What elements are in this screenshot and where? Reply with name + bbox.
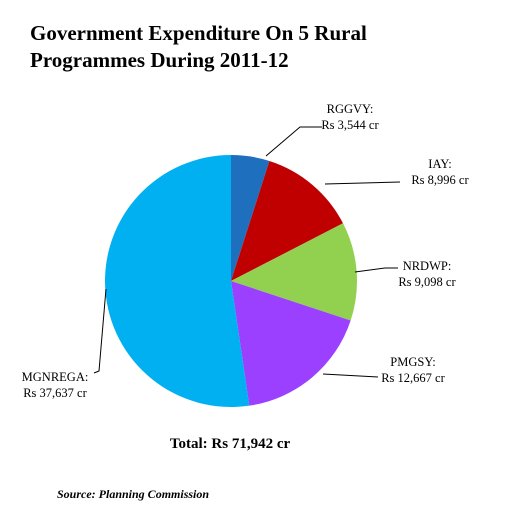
slice-value-nrdwp: Rs 9,098 cr bbox=[398, 275, 456, 289]
leader-line-pmgsy bbox=[322, 373, 379, 378]
total-label: Total: Rs 71,942 cr bbox=[169, 436, 291, 452]
slice-name-pmgsy: PMGSY: bbox=[390, 355, 435, 369]
chart-title: Government Expenditure On 5 Rural Progra… bbox=[30, 20, 490, 74]
slice-value-iay: Rs 8,996 cr bbox=[411, 173, 469, 187]
pie-slice-iay bbox=[231, 160, 344, 281]
leader-line-mgnrega bbox=[93, 288, 107, 374]
leader-line-nrdwp bbox=[354, 267, 398, 273]
source-label: Source: Planning Commission bbox=[57, 487, 210, 501]
slice-name-iay: IAY: bbox=[428, 157, 451, 171]
pie-slice-nrdwp bbox=[231, 223, 357, 321]
slice-name-rggvy: RGGVY: bbox=[327, 102, 374, 116]
pie-slice-pmgsy bbox=[231, 281, 351, 406]
chart-title-line1: Government Expenditure On 5 Rural bbox=[30, 21, 367, 45]
pie-slice-mgnrega bbox=[105, 155, 250, 407]
pie-slice-rggvy bbox=[231, 155, 270, 281]
slice-name-nrdwp: NRDWP: bbox=[403, 259, 452, 273]
slice-labels: RGGVY: Rs 3,544 cr IAY: Rs 8,996 cr NRDWP: Rs… bbox=[22, 102, 470, 400]
leader-lines bbox=[93, 126, 401, 378]
slice-value-pmgsy: Rs 12,667 cr bbox=[381, 371, 445, 385]
chart-title-line2: Programmes During 2011-12 bbox=[30, 48, 289, 72]
slice-name-mgnrega: MGNREGA: bbox=[22, 370, 89, 384]
leader-line-iay bbox=[324, 181, 401, 185]
slice-value-mgnrega: Rs 37,637 cr bbox=[23, 386, 87, 400]
leader-line-rggvy bbox=[265, 126, 322, 157]
pie-slices bbox=[105, 155, 357, 407]
slice-value-rggvy: Rs 3,544 cr bbox=[321, 118, 379, 132]
